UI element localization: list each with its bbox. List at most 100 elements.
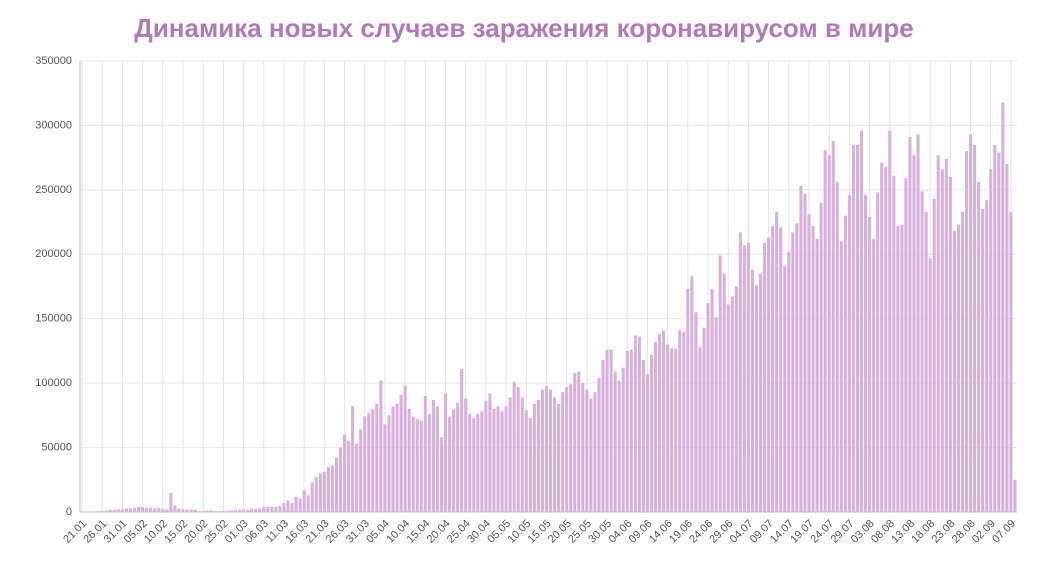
bar: [912, 155, 916, 512]
bar: [985, 200, 989, 512]
bar: [343, 434, 347, 512]
bar: [266, 506, 270, 512]
bar: [710, 289, 714, 512]
bar: [448, 416, 452, 512]
bar: [322, 472, 326, 512]
bar: [355, 443, 359, 512]
bar: [153, 508, 157, 512]
bar: [896, 225, 900, 513]
bar: [185, 509, 189, 512]
bar: [286, 500, 290, 512]
bar: [771, 225, 775, 513]
bar: [363, 416, 367, 512]
bar: [581, 383, 585, 512]
bar: [544, 385, 549, 512]
bar: [100, 510, 104, 512]
bar: [557, 403, 561, 512]
bar: [270, 506, 274, 512]
bar: [173, 505, 177, 512]
bar: [371, 408, 375, 512]
bar: [338, 447, 343, 512]
bar: [439, 437, 444, 512]
bar: [314, 477, 318, 512]
bar: [803, 193, 807, 513]
y-tick-label: 0: [66, 506, 72, 518]
bar: [258, 508, 262, 512]
bar: [520, 397, 524, 512]
bar: [407, 408, 411, 512]
bar: [391, 406, 395, 512]
bar: [536, 399, 540, 512]
bar: [548, 389, 553, 512]
bar: [690, 276, 694, 512]
bar: [722, 273, 726, 512]
bar: [161, 508, 165, 512]
bar: [177, 508, 181, 512]
bar: [128, 508, 133, 512]
bar: [96, 511, 100, 512]
bar: [633, 335, 637, 512]
bar: [157, 508, 161, 512]
bar: [423, 396, 427, 512]
bar: [573, 372, 577, 512]
bar: [310, 482, 314, 512]
bar: [819, 202, 823, 512]
bar: [593, 392, 597, 512]
bar: [359, 429, 363, 512]
bar: [435, 406, 439, 512]
bar: [855, 144, 860, 512]
bar: [395, 403, 399, 512]
bar: [859, 130, 864, 512]
bar: [823, 149, 827, 512]
bar: [112, 509, 116, 512]
bar: [213, 511, 217, 512]
bar: [932, 198, 936, 512]
bar: [250, 508, 254, 512]
bar: [496, 406, 500, 512]
bar: [835, 182, 839, 512]
bar: [924, 211, 928, 512]
bar: [763, 242, 767, 512]
bar: [876, 192, 880, 513]
bar: [843, 215, 847, 512]
bar: [181, 509, 185, 512]
bar: [791, 232, 795, 512]
bar: [617, 380, 621, 512]
bar: [847, 195, 851, 513]
bar: [254, 509, 258, 512]
bar: [851, 144, 855, 512]
bar: [209, 510, 213, 512]
bar: [682, 331, 686, 512]
bar: [237, 509, 242, 512]
bar: [104, 510, 108, 512]
bar: [532, 403, 536, 512]
bar: [718, 255, 722, 512]
bar: [488, 393, 492, 512]
bar: [908, 137, 912, 513]
bar: [989, 169, 993, 513]
bar: [169, 492, 173, 512]
bar: [508, 397, 512, 512]
bar: [827, 155, 831, 512]
bar: [993, 144, 997, 512]
bar: [1001, 102, 1005, 512]
bar: [274, 506, 278, 512]
bar: [415, 419, 419, 512]
bar: [645, 374, 649, 512]
bar: [472, 417, 476, 512]
bar: [629, 349, 633, 512]
bar: [492, 408, 496, 512]
bar: [108, 509, 112, 512]
bar: [431, 399, 435, 512]
y-tick-label: 200000: [35, 248, 72, 260]
bar: [383, 424, 387, 512]
bar: [403, 385, 407, 512]
bar: [686, 289, 690, 512]
bar: [815, 238, 819, 512]
bar: [698, 347, 702, 512]
bar: [960, 211, 965, 512]
bar: [621, 367, 625, 512]
bar: [528, 417, 532, 512]
bar: [670, 348, 674, 512]
bar: [367, 412, 371, 512]
